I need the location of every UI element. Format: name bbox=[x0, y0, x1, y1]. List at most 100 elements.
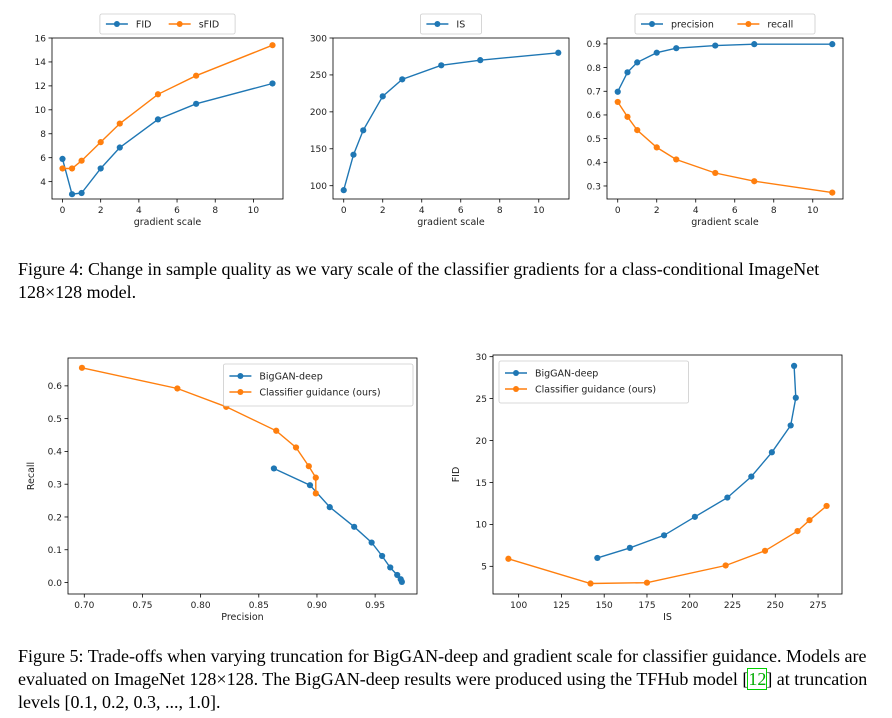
x-tick-label: 0.70 bbox=[74, 601, 94, 611]
x-tick-label: 6 bbox=[458, 206, 464, 216]
y-tick-label: 14 bbox=[35, 58, 47, 68]
legend-label: BigGAN-deep bbox=[259, 371, 322, 382]
data-point bbox=[292, 444, 300, 451]
x-tick-label: 150 bbox=[596, 601, 613, 611]
series-line-1 bbox=[597, 365, 797, 559]
data-point bbox=[154, 116, 162, 123]
y-tick-label: 0.0 bbox=[48, 579, 63, 589]
data-point bbox=[555, 49, 562, 56]
y-tick-label: 8 bbox=[40, 130, 46, 140]
legend-marker bbox=[745, 21, 752, 27]
x-tick-label: 10 bbox=[807, 206, 819, 216]
data-point bbox=[792, 394, 799, 401]
data-point bbox=[787, 422, 794, 429]
y-tick-label: 0.6 bbox=[587, 111, 602, 121]
data-point bbox=[594, 554, 601, 562]
x-tick-label: 125 bbox=[553, 601, 570, 611]
data-point bbox=[614, 88, 621, 95]
y-tick-label: 150 bbox=[310, 145, 327, 155]
data-point bbox=[350, 151, 357, 158]
data-point bbox=[78, 364, 86, 371]
legend: FID sFID bbox=[99, 13, 236, 35]
data-point bbox=[193, 72, 200, 79]
series-line-1 bbox=[61, 82, 273, 195]
y-tick-label: 12 bbox=[35, 82, 46, 92]
data-point bbox=[653, 144, 660, 151]
legend-label: recall bbox=[767, 19, 793, 30]
x-tick-label: 10 bbox=[533, 206, 545, 216]
x-tick-label: 0.75 bbox=[132, 601, 152, 611]
data-point bbox=[312, 490, 319, 497]
x-axis-label: gradient scale bbox=[417, 217, 485, 228]
x-tick-label: 100 bbox=[510, 601, 527, 611]
x-tick-label: 0 bbox=[341, 206, 347, 216]
y-tick-label: 16 bbox=[35, 34, 47, 44]
x-axis-label: IS bbox=[663, 612, 672, 623]
legend-marker bbox=[237, 373, 244, 379]
y-tick-label: 300 bbox=[310, 34, 327, 44]
figure5-caption-text-1: Trade-offs when varying truncation for B… bbox=[18, 646, 867, 689]
data-point bbox=[751, 41, 758, 48]
legend-marker bbox=[176, 21, 183, 27]
data-point bbox=[724, 494, 731, 501]
y-tick-label: 0.6 bbox=[48, 382, 63, 392]
legend-marker bbox=[513, 386, 519, 392]
citation-link[interactable]: 12 bbox=[747, 668, 768, 690]
data-point bbox=[634, 127, 641, 134]
x-axis-label: gradient scale bbox=[691, 217, 759, 228]
data-point bbox=[673, 156, 680, 163]
y-tick-label: 0.9 bbox=[587, 40, 602, 50]
data-point bbox=[438, 62, 445, 69]
y-tick-label: 10 bbox=[35, 106, 47, 116]
x-tick-label: 0.95 bbox=[365, 601, 385, 611]
data-point bbox=[673, 45, 680, 52]
plot-frame bbox=[67, 357, 418, 595]
y-tick-label: 0.3 bbox=[587, 182, 601, 192]
y-tick-label: 5 bbox=[481, 563, 487, 573]
data-point bbox=[351, 523, 358, 530]
x-tick-label: 0.80 bbox=[191, 601, 211, 611]
data-point bbox=[78, 157, 85, 164]
data-point bbox=[379, 93, 386, 100]
y-tick-label: 0.7 bbox=[587, 88, 601, 98]
x-tick-label: 275 bbox=[809, 601, 826, 611]
y-axis-label: Recall bbox=[26, 462, 37, 490]
data-point bbox=[326, 504, 333, 511]
legend: precision recall bbox=[634, 13, 816, 35]
x-tick-label: 6 bbox=[174, 206, 180, 216]
plot-frame bbox=[606, 37, 844, 200]
legend: BigGAN-deep Classifier guidance (ours) bbox=[222, 363, 414, 407]
legend-marker bbox=[434, 21, 441, 27]
data-point bbox=[653, 49, 660, 56]
data-point bbox=[174, 385, 181, 392]
data-point bbox=[68, 165, 76, 172]
x-axis-label: gradient scale bbox=[134, 217, 202, 228]
x-tick-label: 8 bbox=[497, 206, 503, 216]
data-point bbox=[790, 362, 798, 370]
x-tick-label: 0.85 bbox=[249, 601, 269, 611]
data-point bbox=[806, 517, 813, 524]
legend-label: Classifier guidance (ours) bbox=[535, 384, 656, 395]
series-line-1 bbox=[273, 467, 403, 583]
x-tick-label: 2 bbox=[380, 206, 386, 216]
data-point bbox=[761, 547, 769, 554]
x-tick-label: 0 bbox=[60, 206, 66, 216]
y-tick-label: 0.4 bbox=[48, 448, 63, 458]
x-tick-label: 4 bbox=[419, 206, 425, 216]
data-point bbox=[387, 564, 394, 571]
data-point bbox=[368, 539, 375, 546]
legend-marker bbox=[513, 370, 519, 376]
data-point bbox=[269, 80, 276, 87]
data-point bbox=[626, 544, 633, 551]
data-point bbox=[712, 169, 719, 177]
data-point bbox=[477, 57, 484, 64]
data-point bbox=[394, 571, 401, 579]
data-point bbox=[116, 120, 123, 127]
chart-panel-2: 0 2 4 6 8 10 100 150 200 250 300 gradient scale IS bbox=[310, 13, 570, 228]
x-tick-label: 200 bbox=[681, 601, 698, 611]
legend-marker bbox=[113, 21, 120, 27]
chart-panel-1: 0 2 4 6 8 10 4 6 8 10 12 14 16 gradient scale FID sFID bbox=[35, 13, 284, 228]
figure4-caption-label: Figure 4: bbox=[18, 259, 84, 279]
x-tick-label: 2 bbox=[654, 206, 660, 216]
